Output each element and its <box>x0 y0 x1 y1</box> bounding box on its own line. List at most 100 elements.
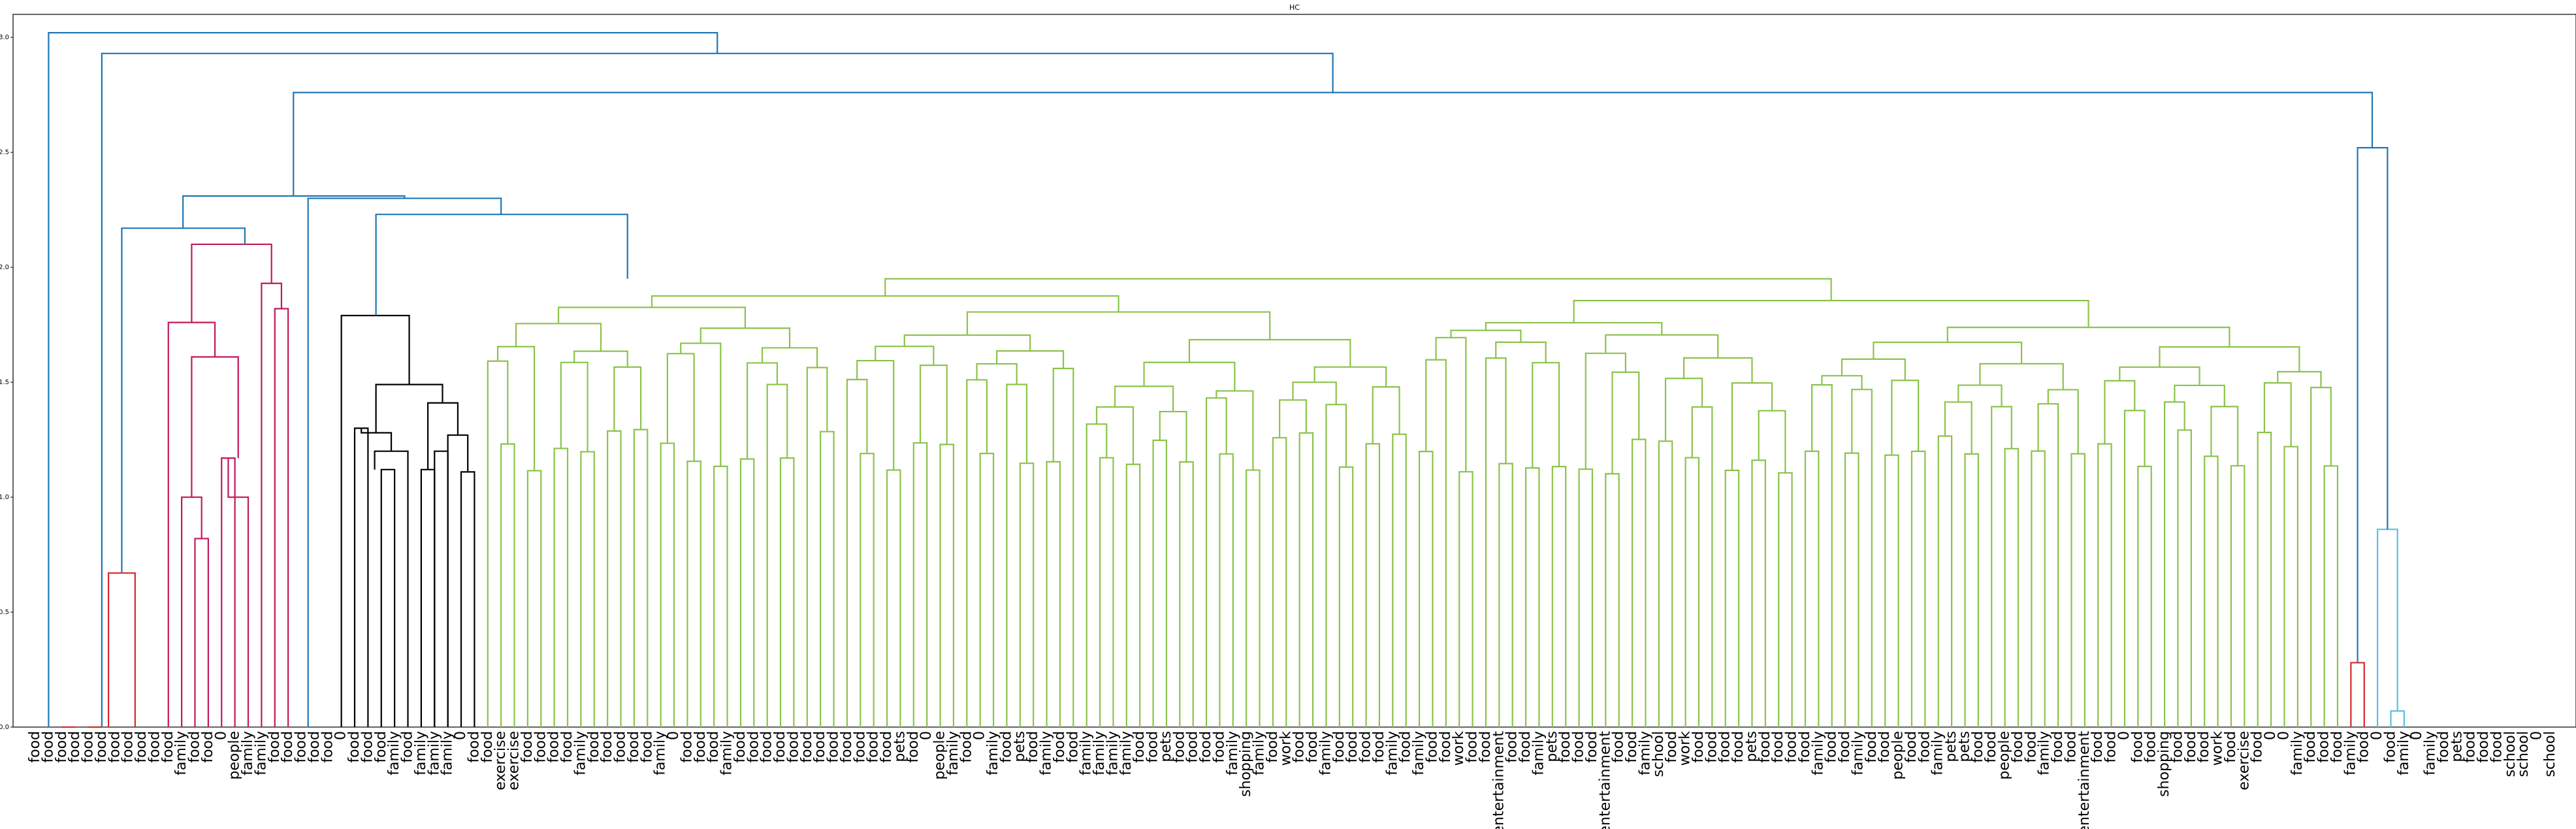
leaf-label: food <box>1344 731 1360 763</box>
cluster-link-green <box>1179 461 1194 727</box>
leaf-label: pets <box>1158 731 1174 762</box>
leaf-label: pets <box>892 731 908 762</box>
cluster-link-black <box>340 314 410 727</box>
leaf-label: food <box>54 731 70 763</box>
cluster-link-green <box>939 444 955 727</box>
leaf-label: people <box>227 731 243 780</box>
leaf-label: food <box>359 731 376 763</box>
leaf-label: food <box>1358 731 1374 763</box>
leaf-label: family <box>240 731 256 775</box>
leaf-label: 0 <box>2369 731 2385 740</box>
leaf-label: food <box>1690 731 1707 763</box>
leaf-label: family <box>1530 731 1547 775</box>
leaf-label: family <box>2396 731 2412 775</box>
leaf-label: school <box>2515 731 2532 777</box>
leaf-label: food <box>2183 731 2199 763</box>
plot-frame <box>12 14 2576 728</box>
cluster-link-green <box>2104 380 2136 444</box>
leaf-label: food <box>1504 731 1521 763</box>
leaf-label: family <box>1317 731 1334 775</box>
cluster-link-green <box>2159 346 2300 372</box>
leaf-label: food <box>2316 731 2332 763</box>
leaf-label: food <box>519 731 536 763</box>
cluster-link-green <box>884 278 1832 301</box>
leaf-label: food <box>306 731 323 763</box>
cluster-link-green <box>1418 450 1434 727</box>
leaf-label: food <box>1424 731 1440 763</box>
cluster-link-green <box>1046 461 1061 727</box>
cluster-link-green <box>2047 389 2079 454</box>
leaf-label: food <box>1331 731 1347 763</box>
leaf-label: food <box>1824 731 1840 763</box>
cluster-link-green <box>2119 366 2200 385</box>
cluster-link-green <box>2097 443 2112 727</box>
cluster-link-red <box>2350 662 2365 727</box>
cluster-link-green <box>1631 438 1647 727</box>
cluster-link-green <box>996 350 1065 368</box>
cluster-link-green <box>2123 410 2146 727</box>
cluster-link-green <box>573 350 628 367</box>
cluster-link-green <box>1425 359 1447 727</box>
cluster-link-green <box>1684 457 1700 727</box>
cluster-link-green <box>1682 357 1753 383</box>
leaf-label: food <box>1757 731 1773 763</box>
leaf-label: entertainment <box>2076 731 2093 829</box>
cluster-link-black <box>427 402 459 470</box>
cluster-link-green <box>1125 463 1141 727</box>
cluster-link-green <box>1605 473 1620 727</box>
cluster-link-green <box>651 295 1119 312</box>
leaf-label: 0 <box>2116 731 2133 740</box>
leaf-label: food <box>67 731 83 763</box>
cluster-link-green <box>1578 468 1594 727</box>
cluster-link-green <box>846 378 868 727</box>
cluster-link-green <box>1658 440 1673 727</box>
leaf-label: 0 <box>213 731 229 740</box>
leaf-label: food <box>732 731 749 763</box>
leaf-label: 0 <box>453 731 469 740</box>
cluster-link-green <box>666 353 695 462</box>
leaf-label: food <box>679 731 695 763</box>
cluster-link-green <box>1751 459 1766 727</box>
cluster-link-green <box>739 458 755 727</box>
leaf-label: family <box>386 731 402 775</box>
cluster-link-green <box>1365 443 1381 727</box>
cluster-link-green <box>1964 453 1979 727</box>
leaf-label: food <box>1624 731 1640 763</box>
leaf-label: pets <box>1943 731 1959 762</box>
cluster-link-green <box>1498 463 1513 727</box>
cluster-link-green <box>1944 401 1972 454</box>
leaf-label: food <box>799 731 815 763</box>
cluster-link-green <box>886 469 901 727</box>
cluster-link-magenta <box>261 282 283 727</box>
cluster-link-magenta <box>274 308 289 727</box>
cluster-link-green <box>560 361 588 452</box>
cluster-link-green <box>607 430 622 727</box>
leaf-label: food <box>319 731 336 763</box>
cluster-link-green <box>1246 469 1261 727</box>
leaf-label: pets <box>1956 731 1972 762</box>
leaf-label: food <box>2089 731 2106 763</box>
leaf-label: 0 <box>2529 731 2545 740</box>
cluster-link-green <box>1279 399 1307 438</box>
cluster-link-green <box>779 457 795 727</box>
leaf-label: family <box>1091 731 1108 775</box>
cluster-link-green <box>2174 384 2225 407</box>
leaf-label: family <box>1384 731 1400 775</box>
leaf-label: food <box>346 731 362 763</box>
cluster-link-green <box>1884 454 1899 727</box>
leaf-label: exercise <box>506 731 523 790</box>
cluster-link-green <box>1216 390 1254 470</box>
leaf-label: food <box>2462 731 2479 763</box>
leaf-label: 0 <box>918 731 935 740</box>
leaf-label: food <box>40 731 56 763</box>
cluster-link-green <box>1532 362 1560 468</box>
leaf-label: entertainment <box>1597 731 1613 829</box>
cluster-link-green <box>1664 378 1703 442</box>
above-threshold-link <box>2357 147 2389 663</box>
cluster-link-black <box>380 468 396 727</box>
leaf-label: food <box>2382 731 2398 763</box>
leaf-label: family <box>1225 731 1241 775</box>
cluster-link-green <box>919 365 948 445</box>
cluster-link-green <box>1292 382 1337 405</box>
cluster-link-green <box>686 461 701 727</box>
